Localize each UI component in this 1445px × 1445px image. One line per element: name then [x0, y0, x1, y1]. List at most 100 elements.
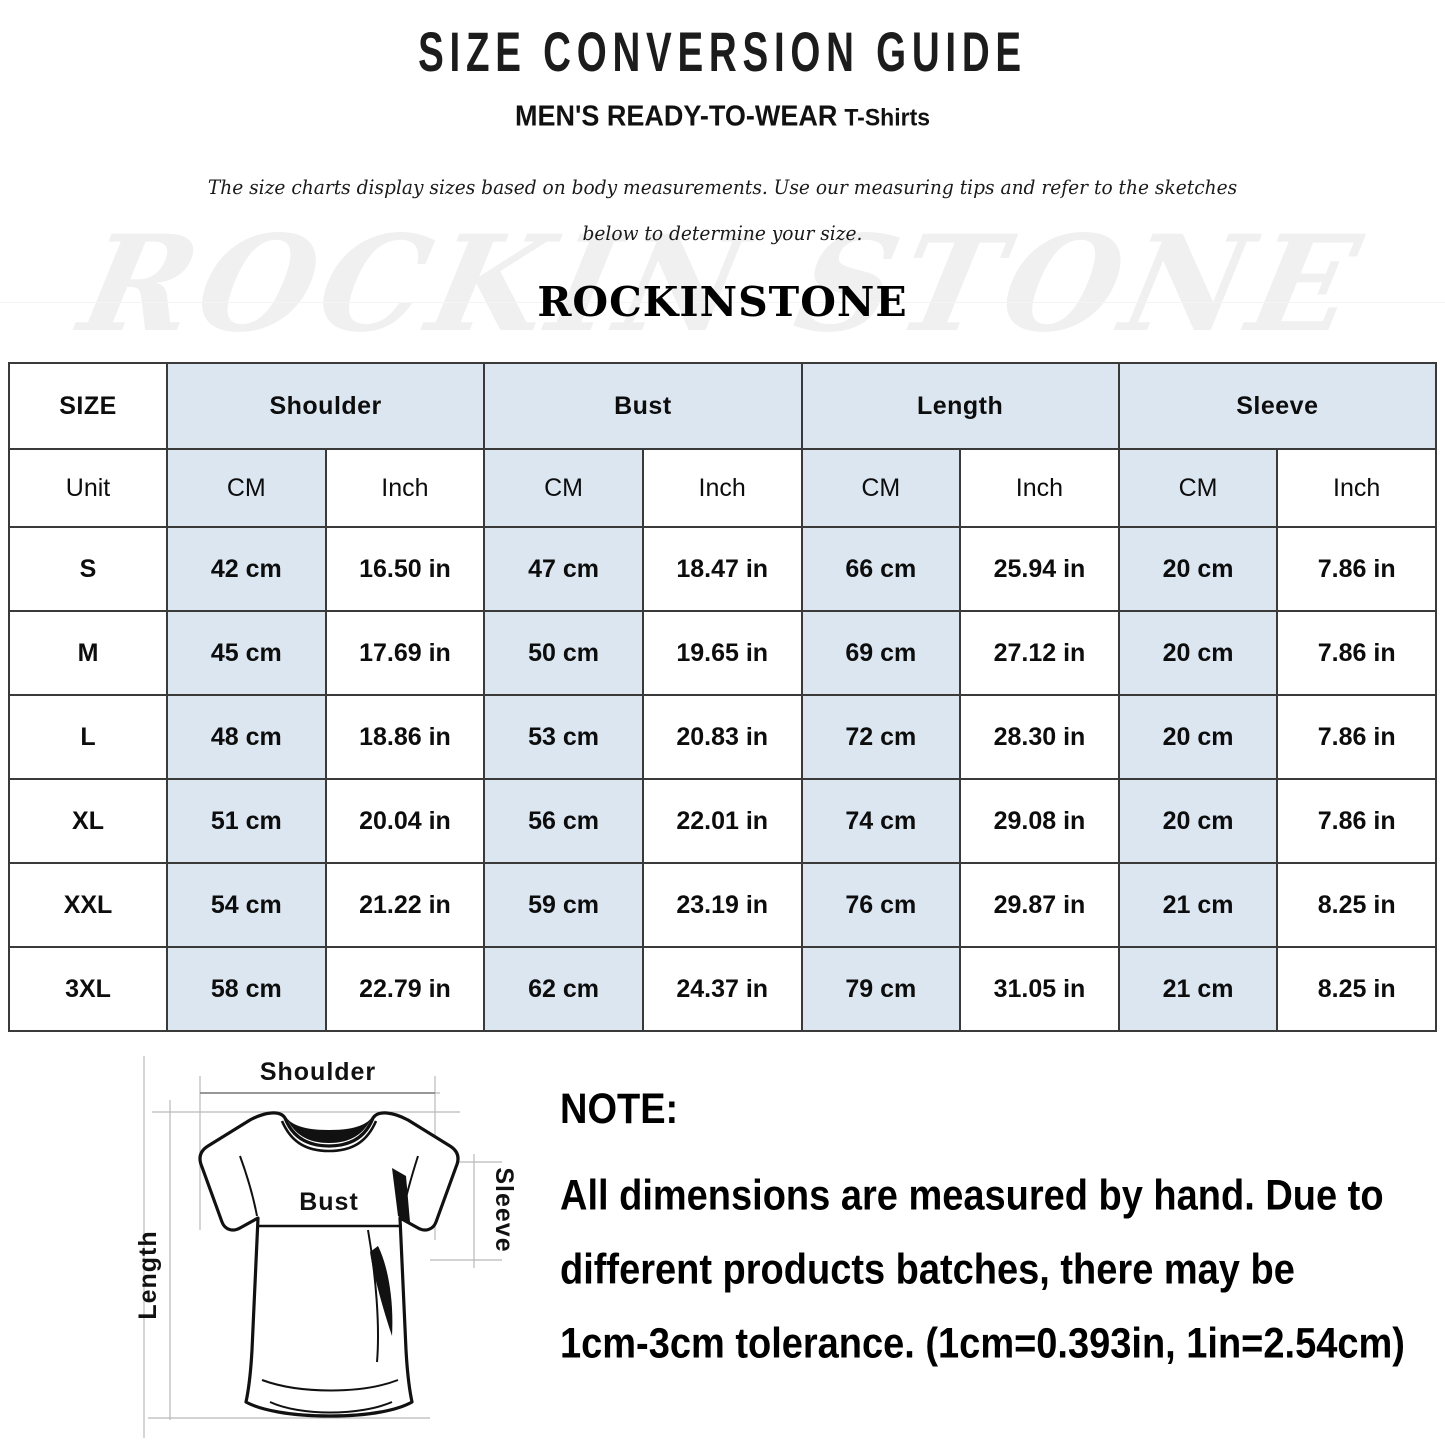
cell-shoulder-inch: 22.79 in — [324, 946, 486, 1032]
cell-bust-inch: 22.01 in — [641, 778, 803, 864]
cell-size: S — [8, 526, 168, 612]
size-table-container: SIZE Shoulder Bust Length Sleeve Unit CM… — [8, 362, 1438, 1032]
cell-length-inch: 29.08 in — [959, 778, 1120, 864]
header-size: SIZE — [8, 362, 168, 450]
cell-sleeve-inch: 7.86 in — [1276, 694, 1437, 780]
unit-sleeve-inch: Inch — [1276, 448, 1437, 528]
cell-bust-cm: 50 cm — [483, 610, 644, 696]
unit-bust-cm: CM — [483, 448, 644, 528]
header-group-bust: Bust — [483, 362, 803, 450]
cell-shoulder-cm: 45 cm — [166, 610, 327, 696]
header-unit: Unit — [8, 448, 168, 528]
diagram-label-bust: Bust — [299, 1188, 359, 1216]
bottom-section: Shoulder Bust Length Sleeve NOTE: All di… — [0, 1050, 1445, 1445]
cell-length-inch: 25.94 in — [959, 526, 1120, 612]
unit-shoulder-inch: Inch — [324, 448, 486, 528]
cell-size: L — [8, 694, 168, 780]
cell-bust-inch: 23.19 in — [641, 862, 803, 948]
subtitle-product-type: T-Shirts — [844, 103, 931, 131]
diagram-label-shoulder: Shoulder — [260, 1058, 376, 1086]
note-title: NOTE: — [560, 1086, 679, 1134]
cell-bust-cm: 62 cm — [483, 946, 644, 1032]
cell-bust-cm: 59 cm — [483, 862, 644, 948]
tshirt-measurement-diagram: Shoulder Bust Length Sleeve — [130, 1050, 550, 1445]
cell-length-cm: 74 cm — [800, 778, 962, 864]
cell-sleeve-cm: 20 cm — [1117, 694, 1279, 780]
size-conversion-table: SIZE Shoulder Bust Length Sleeve Unit CM… — [8, 362, 1438, 1032]
diagram-label-length: Length — [134, 1230, 162, 1319]
cell-size: M — [8, 610, 168, 696]
cell-sleeve-inch: 8.25 in — [1276, 862, 1437, 948]
table-row: 3XL 58 cm 22.79 in 62 cm 24.37 in 79 cm … — [8, 946, 1437, 1032]
unit-shoulder-cm: CM — [166, 448, 327, 528]
table-row: XXL 54 cm 21.22 in 59 cm 23.19 in 76 cm … — [8, 862, 1437, 948]
cell-sleeve-cm: 21 cm — [1117, 946, 1279, 1032]
cell-shoulder-cm: 48 cm — [166, 694, 327, 780]
table-group-header-row: SIZE Shoulder Bust Length Sleeve — [8, 362, 1438, 450]
cell-size: XL — [8, 778, 168, 864]
intro-line-1: The size charts display sizes based on b… — [207, 175, 1238, 199]
cell-length-inch: 31.05 in — [959, 946, 1120, 1032]
tshirt-collar-rim — [280, 1120, 378, 1153]
cell-shoulder-inch: 17.69 in — [324, 610, 486, 696]
tshirt-shading — [370, 1168, 410, 1336]
subtitle-main: MEN'S READY-TO-WEAR — [514, 100, 838, 132]
cell-sleeve-cm: 21 cm — [1117, 862, 1279, 948]
header-group-shoulder: Shoulder — [165, 362, 486, 450]
cell-bust-cm: 53 cm — [483, 694, 644, 780]
cell-length-inch: 29.87 in — [959, 862, 1120, 948]
page-subtitle: MEN'S READY-TO-WEAR T-Shirts — [0, 100, 1445, 132]
cell-bust-cm: 47 cm — [483, 526, 644, 612]
cell-sleeve-cm: 20 cm — [1117, 526, 1279, 612]
cell-sleeve-inch: 7.86 in — [1276, 778, 1437, 864]
cell-sleeve-cm: 20 cm — [1117, 610, 1279, 696]
cell-shoulder-cm: 54 cm — [166, 862, 327, 948]
cell-size: XXL — [8, 862, 168, 948]
tshirt-outline — [198, 1111, 460, 1418]
cell-length-inch: 27.12 in — [959, 610, 1120, 696]
unit-length-inch: Inch — [959, 448, 1120, 528]
cell-shoulder-inch: 16.50 in — [324, 526, 486, 612]
cell-shoulder-inch: 20.04 in — [324, 778, 486, 864]
note-line-2: different products batches, there may be — [560, 1246, 1295, 1294]
unit-sleeve-cm: CM — [1117, 448, 1279, 528]
cell-sleeve-inch: 7.86 in — [1276, 526, 1437, 612]
table-row: M 45 cm 17.69 in 50 cm 19.65 in 69 cm 27… — [8, 610, 1437, 696]
cell-bust-inch: 19.65 in — [641, 610, 803, 696]
header-group-length: Length — [800, 362, 1120, 450]
page-title: SIZE CONVERSION GUIDE — [418, 20, 1027, 83]
cell-size: 3XL — [8, 946, 168, 1032]
header-group-sleeve: Sleeve — [1117, 362, 1438, 450]
tshirt-collar — [286, 1117, 372, 1143]
cell-bust-cm: 56 cm — [483, 778, 644, 864]
table-row: L 48 cm 18.86 in 53 cm 20.83 in 72 cm 28… — [8, 694, 1437, 780]
unit-bust-inch: Inch — [641, 448, 803, 528]
intro-paragraph: The size charts display sizes based on b… — [51, 164, 1395, 256]
cell-sleeve-inch: 8.25 in — [1276, 946, 1437, 1032]
intro-line-2: below to determine your size. — [582, 221, 863, 245]
table-row: S 42 cm 16.50 in 47 cm 18.47 in 66 cm 25… — [8, 526, 1437, 612]
note-line-3: 1cm-3cm tolerance. (1cm=0.393in, 1in=2.5… — [560, 1320, 1405, 1368]
unit-length-cm: CM — [800, 448, 962, 528]
tshirt-diagram-svg: Shoulder Bust Length Sleeve — [134, 1056, 518, 1438]
cell-bust-inch: 24.37 in — [641, 946, 803, 1032]
cell-sleeve-cm: 20 cm — [1117, 778, 1279, 864]
cell-sleeve-inch: 7.86 in — [1276, 610, 1437, 696]
cell-shoulder-inch: 21.22 in — [324, 862, 486, 948]
brand-name: ROCKINSTONE — [537, 278, 908, 326]
cell-bust-inch: 20.83 in — [641, 694, 803, 780]
tshirt-fold-lines — [239, 1155, 419, 1414]
cell-length-inch: 28.30 in — [959, 694, 1120, 780]
note-line-1: All dimensions are measured by hand. Due… — [560, 1172, 1384, 1220]
cell-length-cm: 79 cm — [800, 946, 962, 1032]
cell-length-cm: 72 cm — [800, 694, 962, 780]
cell-shoulder-inch: 18.86 in — [324, 694, 486, 780]
cell-shoulder-cm: 42 cm — [166, 526, 327, 612]
note-section: NOTE: All dimensions are measured by han… — [560, 1050, 1430, 1381]
table-row: XL 51 cm 20.04 in 56 cm 22.01 in 74 cm 2… — [8, 778, 1437, 864]
cell-shoulder-cm: 58 cm — [166, 946, 327, 1032]
cell-length-cm: 66 cm — [800, 526, 962, 612]
cell-shoulder-cm: 51 cm — [166, 778, 327, 864]
table-unit-row: Unit CM Inch CM Inch CM Inch CM Inch — [8, 448, 1437, 528]
cell-length-cm: 69 cm — [800, 610, 962, 696]
